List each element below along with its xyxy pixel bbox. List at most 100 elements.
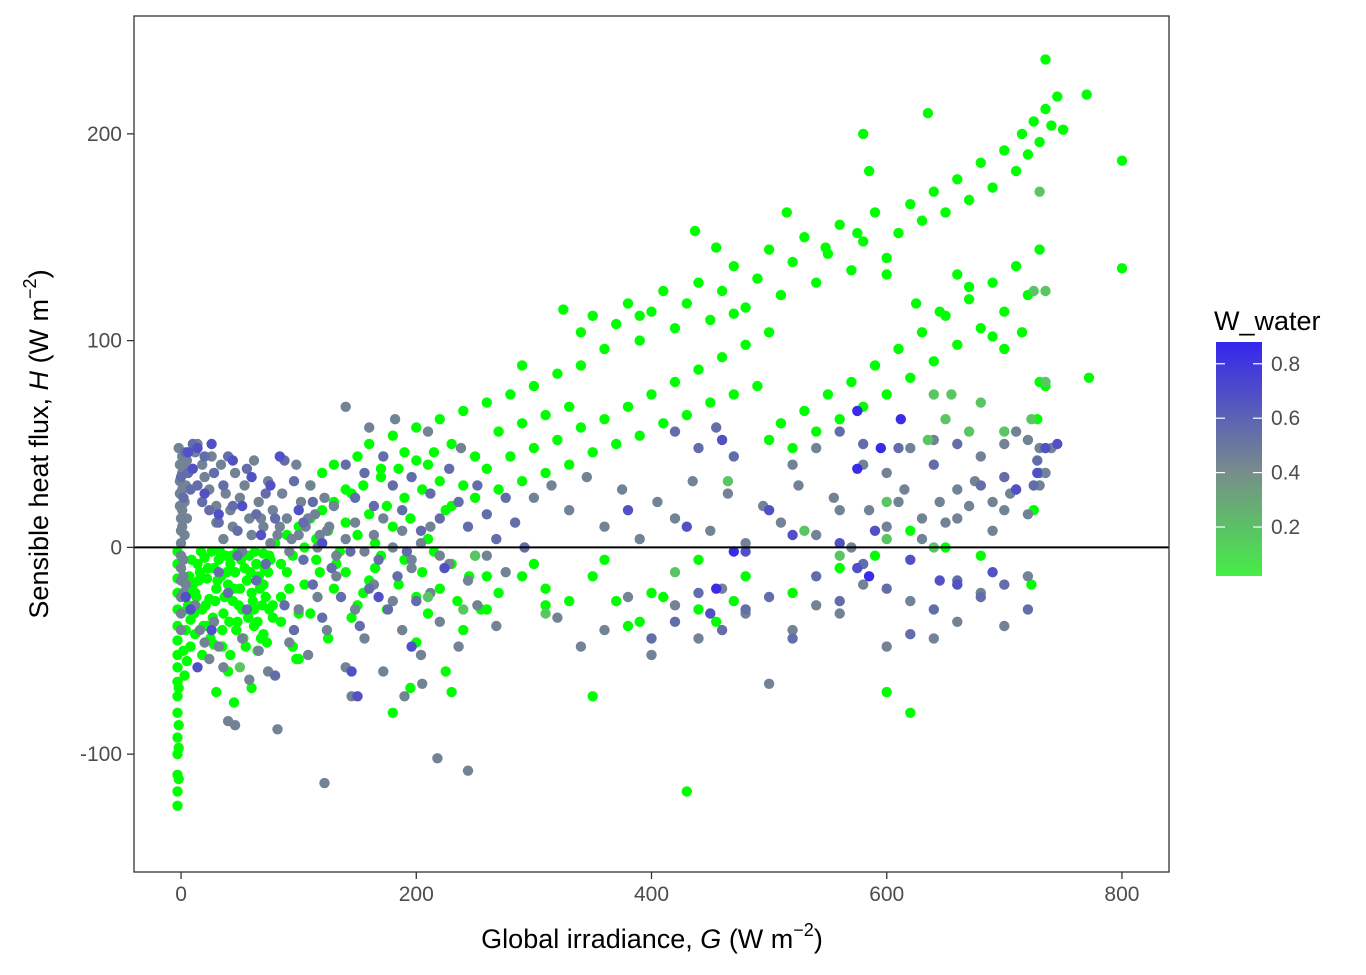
data-point bbox=[317, 467, 328, 479]
data-point bbox=[858, 236, 869, 247]
data-point bbox=[173, 682, 184, 694]
data-point bbox=[1022, 571, 1034, 582]
data-point bbox=[693, 587, 704, 599]
data-point bbox=[881, 686, 892, 698]
data-point bbox=[822, 389, 834, 400]
data-point bbox=[267, 505, 278, 516]
data-point bbox=[1032, 467, 1043, 479]
data-point bbox=[393, 579, 404, 590]
data-point bbox=[393, 463, 404, 474]
data-point bbox=[246, 682, 257, 694]
data-point bbox=[881, 496, 892, 508]
data-point bbox=[811, 426, 822, 437]
data-point bbox=[458, 604, 469, 615]
data-point bbox=[928, 604, 939, 615]
data-point bbox=[264, 550, 275, 561]
data-point bbox=[175, 608, 187, 619]
data-point bbox=[1081, 89, 1092, 100]
data-point bbox=[905, 199, 916, 210]
data-point bbox=[397, 525, 408, 536]
data-point bbox=[177, 505, 188, 516]
data-point bbox=[204, 505, 215, 516]
data-point bbox=[432, 753, 443, 764]
data-point bbox=[199, 451, 210, 462]
data-point bbox=[481, 463, 492, 474]
data-point bbox=[740, 302, 751, 313]
data-point bbox=[211, 583, 222, 594]
data-point bbox=[1028, 285, 1039, 297]
data-point bbox=[258, 629, 269, 640]
data-point bbox=[246, 529, 257, 541]
data-point bbox=[863, 505, 875, 516]
data-point bbox=[425, 521, 436, 532]
data-point bbox=[481, 509, 492, 520]
data-point bbox=[622, 298, 634, 309]
data-point bbox=[434, 616, 445, 627]
data-point bbox=[740, 546, 751, 557]
data-point bbox=[1022, 434, 1034, 446]
data-point bbox=[293, 653, 304, 665]
data-point bbox=[881, 533, 892, 545]
data-point bbox=[740, 604, 751, 615]
data-point bbox=[210, 595, 221, 607]
data-point bbox=[201, 573, 213, 584]
data-point bbox=[540, 608, 551, 619]
data-point bbox=[863, 165, 875, 177]
data-point bbox=[261, 637, 273, 648]
data-point bbox=[382, 604, 394, 615]
data-point bbox=[305, 608, 316, 619]
data-point bbox=[834, 505, 845, 516]
data-point bbox=[399, 691, 410, 702]
data-point bbox=[999, 426, 1010, 437]
data-point bbox=[234, 492, 246, 503]
data-point bbox=[279, 600, 290, 611]
data-point bbox=[1052, 438, 1063, 450]
data-point bbox=[434, 583, 445, 594]
data-point bbox=[397, 505, 408, 516]
data-point bbox=[452, 595, 463, 607]
data-point bbox=[178, 492, 189, 503]
data-point bbox=[763, 327, 775, 338]
data-point bbox=[834, 538, 845, 549]
data-point bbox=[218, 662, 229, 673]
data-point bbox=[281, 513, 293, 524]
y-axis: -100 0 100 200 bbox=[80, 123, 134, 766]
data-point bbox=[193, 575, 204, 586]
data-point bbox=[905, 707, 916, 718]
data-point bbox=[834, 414, 845, 425]
legend-tick-label: 0.4 bbox=[1271, 462, 1301, 485]
data-point bbox=[197, 459, 208, 470]
data-point bbox=[952, 579, 963, 590]
data-point bbox=[928, 356, 939, 367]
data-point bbox=[359, 467, 370, 479]
data-point bbox=[267, 612, 278, 623]
data-point bbox=[444, 463, 455, 474]
data-point bbox=[298, 517, 309, 528]
data-point bbox=[540, 583, 551, 594]
x-tick-label: 800 bbox=[1104, 883, 1139, 906]
data-point bbox=[687, 476, 698, 487]
data-point bbox=[237, 500, 248, 512]
data-point bbox=[552, 434, 563, 446]
data-point bbox=[428, 447, 440, 458]
data-point bbox=[321, 624, 333, 636]
data-point bbox=[740, 339, 751, 350]
data-point bbox=[963, 194, 975, 206]
data-point bbox=[858, 438, 869, 450]
data-point bbox=[858, 128, 869, 140]
data-point bbox=[242, 612, 254, 623]
data-point bbox=[669, 376, 681, 388]
data-point bbox=[1028, 116, 1039, 127]
data-point bbox=[422, 426, 434, 437]
data-point bbox=[558, 304, 569, 315]
data-point bbox=[846, 376, 857, 388]
data-point bbox=[237, 633, 248, 644]
data-point bbox=[217, 624, 228, 636]
data-point bbox=[179, 670, 190, 681]
data-point bbox=[241, 604, 253, 615]
data-point bbox=[232, 525, 243, 536]
data-point bbox=[811, 277, 822, 288]
data-point bbox=[284, 546, 295, 557]
legend-ticks: 0.2 0.4 0.6 0.8 bbox=[1216, 353, 1301, 539]
